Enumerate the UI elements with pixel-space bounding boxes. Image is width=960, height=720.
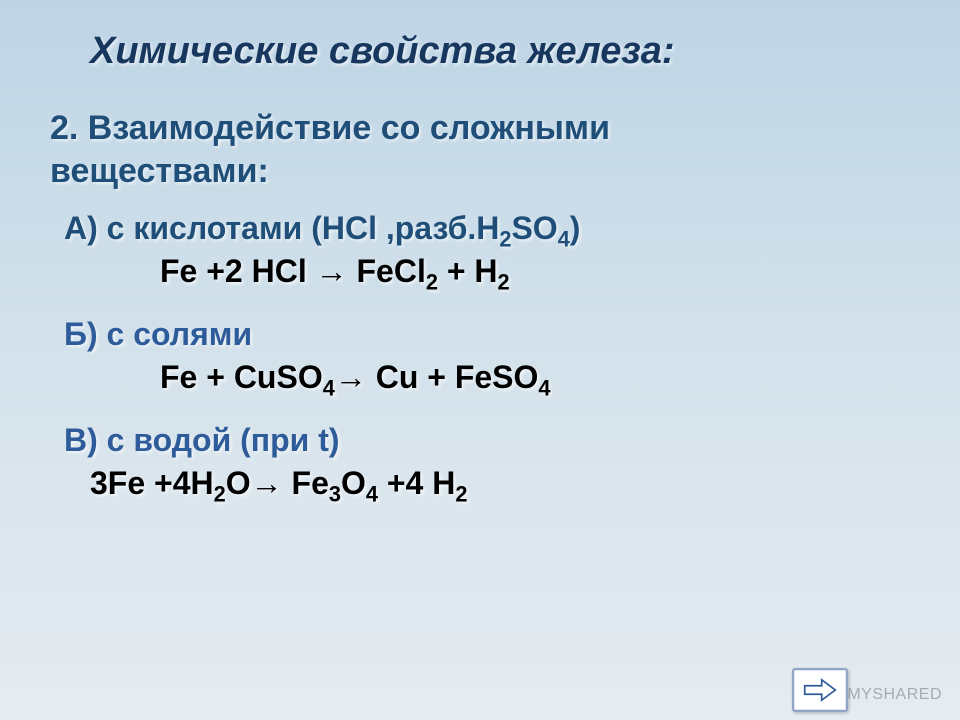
section-b-label: Б) с солями [50,316,910,353]
eq-c-7: 2 [455,481,467,506]
eq-c-2: O→ Fe [226,465,329,501]
section-a-label: А) с кислотами (HCl ,разб.H2SO4) [50,210,910,247]
equation-b: Fe + CuSO4→ Cu + FeSO4 [50,359,910,396]
next-slide-button[interactable] [792,668,848,712]
slide-subtitle: 2. Взаимодействие со сложными веществами… [50,107,910,192]
eq-a-2: + H [438,253,498,289]
eq-b-3: 4 [538,375,550,400]
subtitle-line-1: 2. Взаимодействие со сложными [50,109,610,147]
sec-a-prefix: А) с кислотами (HCl ,разб.H [64,210,499,246]
eq-c-0: 3Fe +4H [90,465,214,501]
equation-c: 3Fe +4H2O→ Fe3O4 +4 H2 [50,465,910,502]
eq-c-4: O [341,465,366,501]
eq-c-3: 3 [329,481,341,506]
eq-c-5: 4 [366,481,378,506]
eq-b-1: 4 [323,375,335,400]
eq-c-1: 2 [214,481,226,506]
equation-a: Fe +2 HCl → FeCl2 + H2 [50,253,910,290]
eq-a-0: Fe +2 HCl → FeCl [160,253,426,289]
eq-c-6: +4 H [378,465,455,501]
watermark: MYSHARED [847,686,942,704]
eq-a-3: 2 [498,269,510,294]
arrow-right-icon [803,677,837,703]
sec-a-sub2: 4 [558,226,570,251]
sec-a-mid: SO [511,210,557,246]
sec-a-suffix: ) [570,210,581,246]
subtitle-line-2: веществами: [50,152,269,190]
sec-a-sub1: 2 [499,226,511,251]
eq-a-1: 2 [426,269,438,294]
eq-b-0: Fe + CuSO [160,359,323,395]
eq-b-2: → Cu + FeSO [335,359,539,395]
slide-title: Химические свойства железа: [50,30,910,73]
section-c-label: В) с водой (при t) [50,422,910,459]
